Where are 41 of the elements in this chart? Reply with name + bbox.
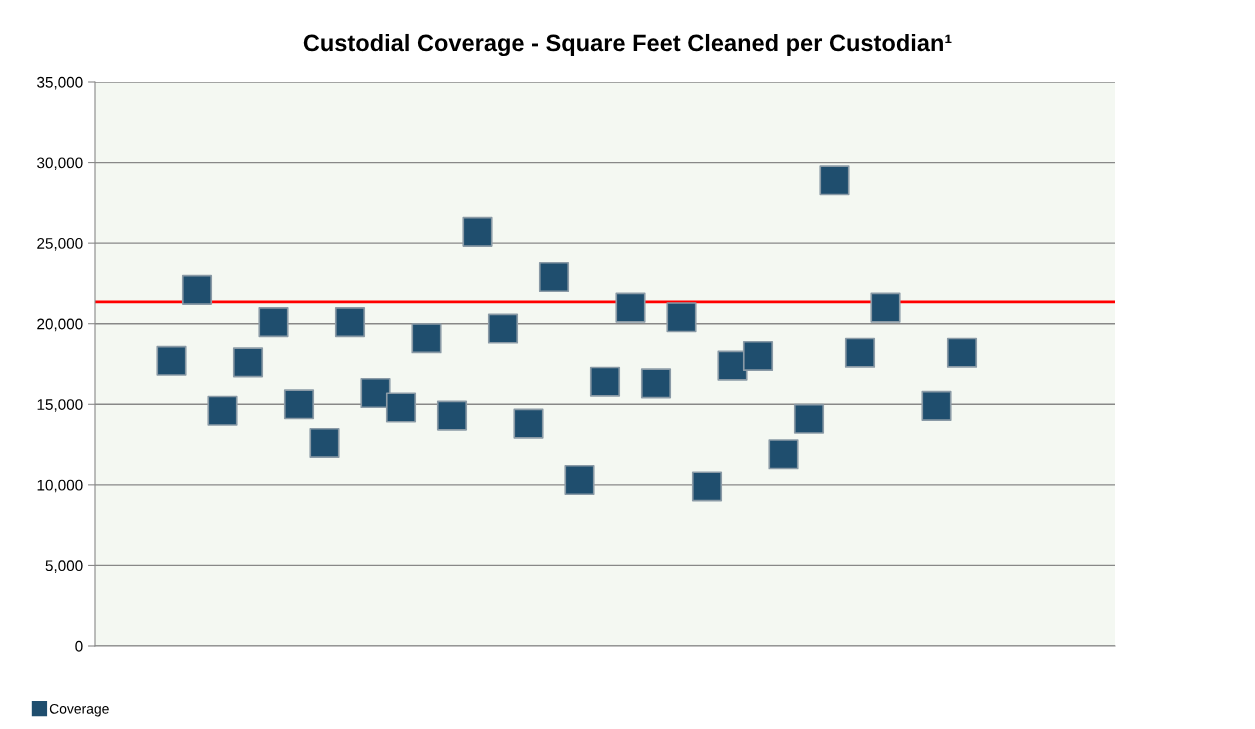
point (283, 389, 315, 420)
point (921, 390, 952, 421)
point (436, 400, 468, 431)
point (666, 302, 697, 333)
point (156, 345, 187, 376)
y-tick-label: 5,000 (45, 560, 83, 573)
chart-title: Custodial Coverage - Square Feet Cleaned per Custodian¹ (303, 33, 952, 57)
point (844, 337, 876, 368)
point (946, 337, 978, 368)
point (870, 292, 901, 323)
point (742, 340, 774, 372)
point (334, 307, 366, 338)
y-tick-label: 25,000 (37, 238, 83, 251)
y-tick-label: 30,000 (37, 157, 83, 171)
point (487, 313, 519, 344)
legend-label: Coverage (49, 703, 109, 717)
point (793, 403, 825, 434)
point (207, 395, 238, 426)
point (385, 392, 417, 423)
point (232, 347, 264, 378)
point (513, 408, 544, 439)
y-tick-label: 15,000 (37, 399, 83, 412)
point (640, 368, 672, 399)
point (258, 307, 289, 338)
point (538, 261, 570, 293)
point (615, 292, 646, 323)
point (360, 377, 391, 409)
y-tick-label: 10,000 (37, 479, 83, 493)
y-tick-label: 0 (75, 640, 83, 652)
point (181, 274, 213, 305)
point (564, 464, 595, 496)
y-tick-label: 35,000 (37, 76, 83, 90)
point (768, 439, 799, 470)
point (589, 366, 621, 397)
point (691, 471, 723, 502)
y-tick-label: 20,000 (37, 318, 83, 332)
point (309, 427, 340, 459)
point (717, 350, 748, 381)
point (819, 165, 850, 196)
point (462, 216, 493, 247)
point (411, 323, 442, 354)
